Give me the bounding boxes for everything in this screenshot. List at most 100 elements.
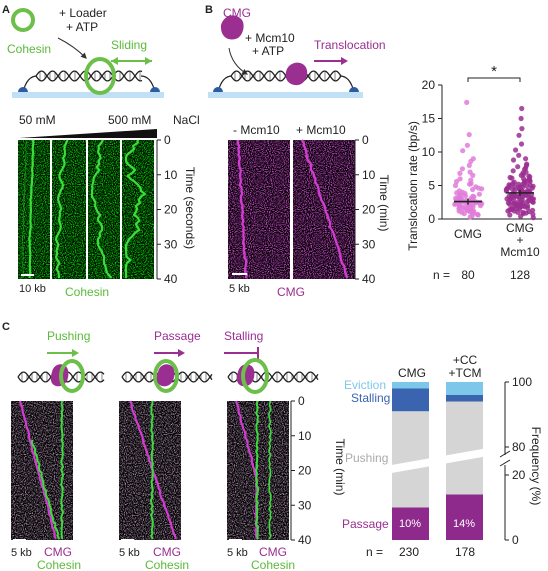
scatter-point-mcm10 [524, 199, 530, 205]
scatter-point-cmg [454, 178, 460, 185]
pushing-schematic-icon [50, 359, 85, 393]
time-a-tick-0: 0 [164, 133, 171, 147]
scatter-point-mcm10 [524, 203, 531, 209]
scatter-point-cmg [456, 202, 463, 208]
panel-b: B CMG + Mcm10 + ATP Translocation - Mcm1… [205, 4, 391, 299]
panel-a-letter: A [2, 4, 10, 16]
scatter-point-mcm10 [517, 184, 523, 190]
axis-break-icon [499, 450, 511, 467]
time-a-tick-30: 30 [164, 237, 178, 251]
scatter-point-cmg [457, 170, 463, 176]
time-b-tick-40: 40 [362, 272, 376, 286]
significance-star: * [491, 63, 497, 80]
bar-ytick-80: 80 [512, 440, 526, 454]
scatter-point-mcm10 [504, 196, 510, 202]
scatter-ytick-10: 10 [422, 145, 436, 159]
time-c-tick-0: 0 [298, 394, 305, 408]
time-axis-c: 0 10 20 30 40 [290, 394, 312, 547]
scatter-point-cmg [471, 210, 477, 216]
scatter-point-mcm10 [511, 193, 518, 199]
scatter-point-cmg [460, 148, 466, 154]
pushing-arrow-icon [47, 349, 79, 357]
scatter-point-cmg [470, 186, 476, 193]
time-b-tick-0: 0 [362, 133, 369, 147]
time-c-tick-40: 40 [298, 533, 312, 547]
surface-a [12, 92, 164, 98]
bar-pushing-1 [446, 401, 483, 495]
salt-high-label: 500 mM [108, 113, 151, 127]
scatter-point-mcm10 [510, 168, 516, 174]
axis-break-band [386, 448, 488, 474]
scatter-ytick-20: 20 [422, 78, 436, 92]
passage-arrow-icon [154, 349, 185, 357]
scatter-point-cmg [467, 181, 473, 187]
scatter-point-mcm10 [523, 156, 529, 162]
channel-a-label: Cohesin [65, 285, 109, 299]
panel-b-letter: B [205, 4, 213, 16]
kymographs-c [11, 400, 289, 540]
time-axis-a-title: Time (seconds) [183, 167, 197, 249]
scatter-cat-cmg-mcm10-line2: + [516, 233, 523, 247]
bar-stalling-1 [446, 395, 483, 402]
scatter-point-mcm10 [519, 126, 525, 132]
panel-a: A Cohesin + Loader + ATP Sliding 50 mM 5… [2, 4, 200, 299]
bar-eviction-1 [446, 382, 483, 395]
scatter-ytick-15: 15 [422, 112, 436, 126]
time-c-tick-30: 30 [298, 498, 312, 512]
cohesin-c1-label: Cohesin [37, 558, 81, 571]
time-axis-b-title: Time (min) [377, 175, 391, 232]
mcm10-label: + Mcm10 [245, 31, 295, 45]
scatter-point-cmg [464, 99, 470, 105]
pushing-label: Pushing [47, 329, 90, 343]
outcome-frequency-chart: CMG +CC +TCM Eviction Stalling Pushing P… [342, 353, 543, 559]
bar-cat-tcm: +TCM [449, 366, 482, 380]
plus-mcm10-label: + Mcm10 [296, 123, 346, 137]
cmg-c1-label: CMG [44, 545, 72, 559]
bar-n-prefix: n = [366, 545, 383, 559]
scatter-point-mcm10 [524, 182, 530, 189]
stacked-bars [386, 382, 488, 540]
scatter-point-cmg [467, 169, 473, 175]
scatter-point-cmg [466, 162, 472, 168]
scatter-point-mcm10 [513, 147, 519, 153]
scatter-point-cmg [453, 195, 459, 201]
cohesin-label: Cohesin [7, 42, 51, 56]
legend-pushing: Pushing [345, 451, 388, 465]
scatter-point-mcm10 [523, 162, 530, 168]
scale-bar-a-label: 10 kb [19, 283, 46, 295]
scatter-point-cmg [459, 209, 465, 215]
scatter-point-mcm10 [530, 211, 536, 217]
scatter-point-mcm10 [514, 202, 520, 208]
scatter-point-mcm10 [507, 174, 513, 181]
bar-y-axis [499, 381, 511, 541]
scatter-point-mcm10 [518, 115, 524, 122]
legend-eviction: Eviction [344, 378, 386, 392]
scatter-points [452, 99, 537, 221]
time-a-tick-20: 20 [164, 203, 178, 217]
scatter-point-mcm10 [530, 207, 536, 213]
minus-mcm10-label: - Mcm10 [233, 123, 280, 137]
time-b-tick-10: 10 [362, 168, 376, 182]
time-b-tick-20: 20 [362, 203, 376, 217]
passage-label: Passage [154, 329, 201, 343]
loader-label: + Loader [59, 6, 107, 20]
panel-c-letter: C [2, 321, 10, 333]
scale-bar-c2-label: 5 kb [119, 547, 140, 559]
scatter-point-mcm10 [516, 132, 522, 138]
time-a-tick-10: 10 [164, 168, 178, 182]
scatter-point-mcm10 [528, 195, 534, 201]
time-axis-a: 0 10 20 30 40 [156, 133, 178, 286]
scatter-point-mcm10 [526, 173, 532, 179]
cmg-c2-label: CMG [153, 545, 181, 559]
scatter-point-mcm10 [507, 207, 513, 213]
legend-passage: Passage [342, 517, 389, 531]
bar-ytick-100: 100 [512, 375, 532, 389]
scatter-point-mcm10 [518, 204, 524, 210]
scatter-point-cmg [457, 176, 463, 182]
scatter-point-mcm10 [516, 152, 522, 158]
time-b-tick-30: 30 [362, 237, 376, 251]
translocation-label: Translocation [314, 38, 386, 52]
salt-low-label: 50 mM [19, 113, 56, 127]
kymographs-a [18, 139, 154, 279]
scatter-point-mcm10 [518, 141, 525, 147]
